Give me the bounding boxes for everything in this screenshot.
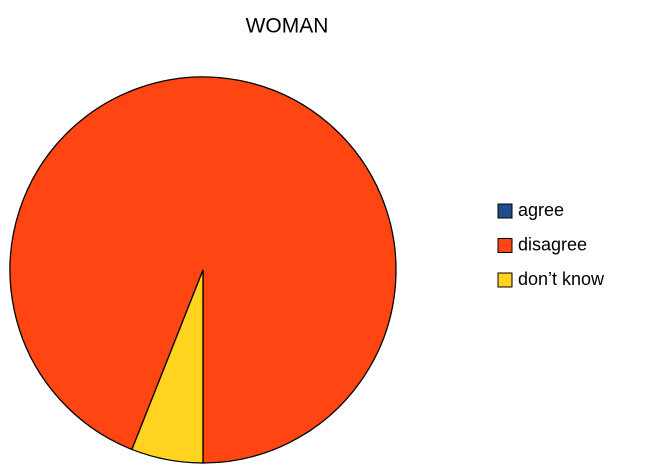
pie-slice bbox=[131, 269, 204, 464]
legend-swatch bbox=[497, 203, 513, 219]
legend-label: disagree bbox=[518, 234, 587, 254]
chart-title: WOMAN bbox=[246, 15, 329, 38]
legend-label: don’t know bbox=[518, 269, 605, 289]
legend-label: agree bbox=[518, 200, 564, 220]
legend-swatch bbox=[497, 238, 513, 253]
legend-swatch bbox=[497, 272, 513, 288]
